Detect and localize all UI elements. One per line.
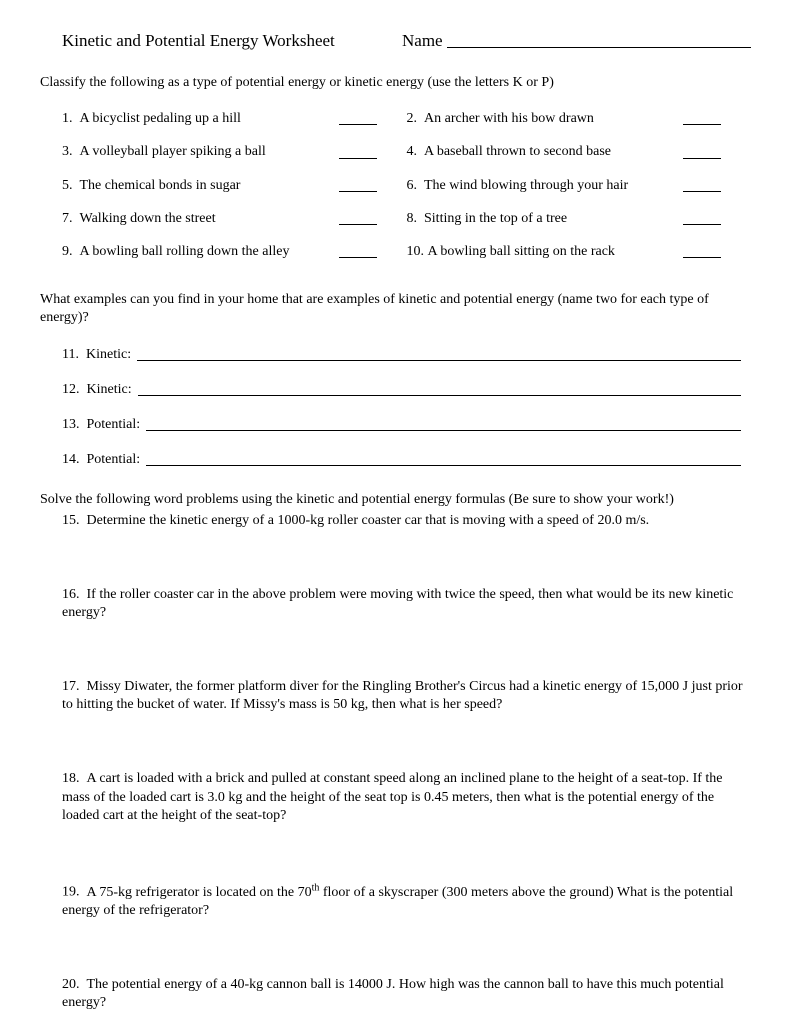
classify-item: 9. A bowling ball rolling down the alley <box>62 243 407 261</box>
question-text: 1. A bicyclist pedaling up a hill <box>62 110 241 128</box>
example-label: 13. Potential: <box>62 416 140 434</box>
classify-item: 4. A baseball thrown to second base <box>407 143 752 161</box>
worksheet-header: Kinetic and Potential Energy Worksheet N… <box>40 30 751 52</box>
word-problem: 20. The potential energy of a 40-kg cann… <box>62 976 751 1012</box>
section3-instruction: Solve the following word problems using … <box>40 491 751 509</box>
classify-row: 7. Walking down the street 8. Sitting in… <box>62 210 751 228</box>
classify-item: 5. The chemical bonds in sugar <box>62 177 407 195</box>
question-text: 5. The chemical bonds in sugar <box>62 177 240 195</box>
answer-blank[interactable] <box>339 191 377 192</box>
question-text: 10. A bowling ball sitting on the rack <box>407 243 615 261</box>
question-text: 4. A baseball thrown to second base <box>407 143 612 161</box>
word-problem: 18. A cart is loaded with a brick and pu… <box>62 770 751 825</box>
answer-blank-long[interactable] <box>137 360 741 361</box>
question-text: 2. An archer with his bow drawn <box>407 110 594 128</box>
example-item: 14. Potential: <box>62 451 751 469</box>
answer-blank[interactable] <box>683 124 721 125</box>
word-problems: 15. Determine the kinetic energy of a 10… <box>40 512 751 1013</box>
name-label: Name <box>402 30 443 52</box>
classify-item: 8. Sitting in the top of a tree <box>407 210 752 228</box>
answer-blank-long[interactable] <box>146 465 741 466</box>
answer-blank[interactable] <box>339 257 377 258</box>
answer-blank[interactable] <box>683 158 721 159</box>
section2-instruction: What examples can you find in your home … <box>40 291 751 327</box>
question-text: 7. Walking down the street <box>62 210 216 228</box>
classify-row: 5. The chemical bonds in sugar 6. The wi… <box>62 177 751 195</box>
answer-blank[interactable] <box>339 158 377 159</box>
example-label: 12. Kinetic: <box>62 381 132 399</box>
question-text: 9. A bowling ball rolling down the alley <box>62 243 289 261</box>
classify-row: 1. A bicyclist pedaling up a hill 2. An … <box>62 110 751 128</box>
answer-blank-long[interactable] <box>138 395 741 396</box>
classify-row: 9. A bowling ball rolling down the alley… <box>62 243 751 261</box>
word-problem: 15. Determine the kinetic energy of a 10… <box>62 512 751 530</box>
answer-blank[interactable] <box>683 257 721 258</box>
classify-item: 6. The wind blowing through your hair <box>407 177 752 195</box>
classify-grid: 1. A bicyclist pedaling up a hill 2. An … <box>40 110 751 261</box>
question-text: 8. Sitting in the top of a tree <box>407 210 568 228</box>
word-problem: 17. Missy Diwater, the former platform d… <box>62 678 751 714</box>
example-item: 12. Kinetic: <box>62 381 751 399</box>
worksheet-title: Kinetic and Potential Energy Worksheet <box>62 30 402 52</box>
word-problem: 19. A 75-kg refrigerator is located on t… <box>62 881 751 920</box>
question-text: 6. The wind blowing through your hair <box>407 177 629 195</box>
classify-item: 1. A bicyclist pedaling up a hill <box>62 110 407 128</box>
example-item: 13. Potential: <box>62 416 751 434</box>
answer-blank[interactable] <box>683 191 721 192</box>
question-text: 3. A volleyball player spiking a ball <box>62 143 266 161</box>
classify-item: 10. A bowling ball sitting on the rack <box>407 243 752 261</box>
name-blank[interactable] <box>447 26 751 48</box>
answer-blank[interactable] <box>339 124 377 125</box>
examples-list: 11. Kinetic: 12. Kinetic: 13. Potential:… <box>40 346 751 470</box>
answer-blank-long[interactable] <box>146 430 741 431</box>
example-item: 11. Kinetic: <box>62 346 751 364</box>
example-label: 14. Potential: <box>62 451 140 469</box>
word-problem: 16. If the roller coaster car in the abo… <box>62 586 751 622</box>
classify-item: 2. An archer with his bow drawn <box>407 110 752 128</box>
answer-blank[interactable] <box>339 224 377 225</box>
example-label: 11. Kinetic: <box>62 346 131 364</box>
classify-row: 3. A volleyball player spiking a ball 4.… <box>62 143 751 161</box>
classify-item: 3. A volleyball player spiking a ball <box>62 143 407 161</box>
section1-instruction: Classify the following as a type of pote… <box>40 74 751 92</box>
answer-blank[interactable] <box>683 224 721 225</box>
classify-item: 7. Walking down the street <box>62 210 407 228</box>
problem-text-html: A 75-kg refrigerator is located on the 7… <box>62 885 733 918</box>
